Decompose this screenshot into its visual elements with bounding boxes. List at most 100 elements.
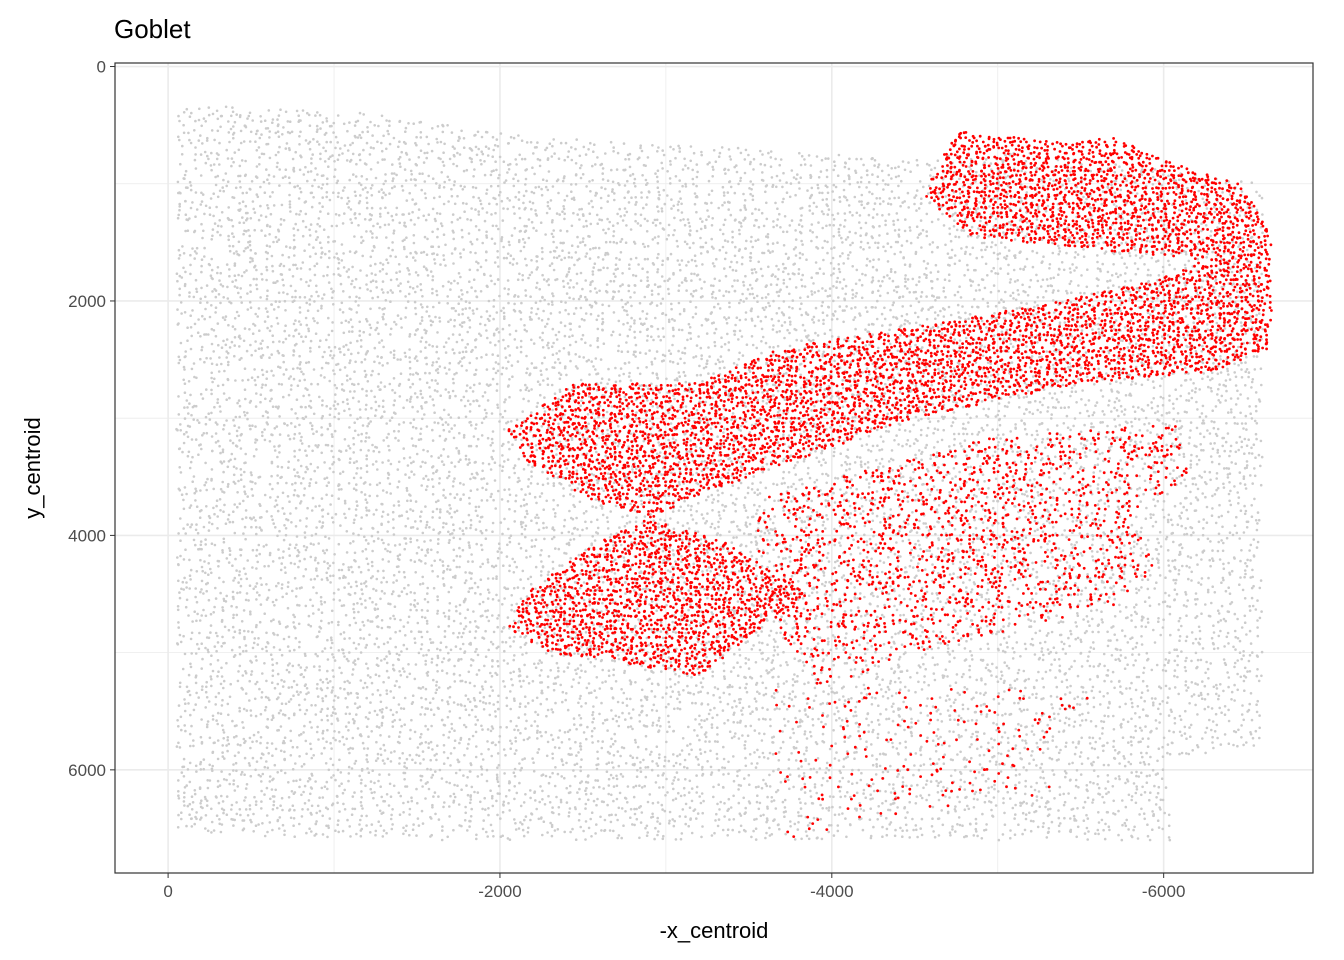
- other-cell-point: [189, 264, 192, 267]
- other-cell-point: [179, 192, 182, 195]
- other-cell-point: [1145, 218, 1148, 221]
- other-cell-point: [425, 363, 428, 366]
- other-cell-point: [432, 275, 435, 278]
- other-cell-point: [497, 363, 500, 366]
- other-cell-point: [620, 251, 623, 254]
- other-cell-point: [343, 186, 346, 189]
- other-cell-point: [789, 196, 792, 199]
- other-cell-point: [193, 129, 196, 132]
- other-cell-point: [292, 275, 295, 278]
- other-cell-point: [1141, 174, 1144, 177]
- other-cell-point: [897, 185, 900, 188]
- other-cell-point: [387, 133, 390, 136]
- other-cell-point: [749, 284, 752, 287]
- other-cell-point: [683, 310, 686, 313]
- other-cell-point: [727, 191, 730, 194]
- other-cell-point: [550, 312, 553, 315]
- other-cell-point: [981, 256, 984, 259]
- other-cell-point: [1130, 279, 1133, 282]
- other-cell-point: [661, 312, 664, 315]
- other-cell-point: [1135, 273, 1138, 276]
- other-cell-point: [752, 195, 755, 198]
- other-cell-point: [836, 280, 839, 283]
- other-cell-point: [473, 278, 476, 281]
- other-cell-point: [539, 300, 542, 303]
- other-cell-point: [944, 244, 947, 247]
- other-cell-point: [371, 297, 374, 300]
- other-cell-point: [306, 180, 309, 183]
- other-cell-point: [346, 130, 349, 133]
- other-cell-point: [271, 121, 274, 124]
- other-cell-point: [308, 285, 311, 288]
- other-cell-point: [1213, 206, 1216, 209]
- other-cell-point: [733, 166, 736, 169]
- other-cell-point: [1045, 350, 1048, 353]
- other-cell-point: [224, 318, 227, 321]
- other-cell-point: [563, 199, 566, 202]
- other-cell-point: [1050, 277, 1053, 280]
- other-cell-point: [894, 271, 897, 274]
- other-cell-point: [238, 315, 241, 318]
- other-cell-point: [453, 154, 456, 157]
- other-cell-point: [701, 324, 704, 327]
- other-cell-point: [217, 266, 220, 269]
- other-cell-point: [289, 210, 292, 213]
- other-cell-point: [1083, 255, 1086, 258]
- other-cell-point: [757, 238, 760, 241]
- other-cell-point: [904, 230, 907, 233]
- other-cell-point: [348, 268, 351, 271]
- other-cell-point: [370, 214, 373, 217]
- other-cell-point: [669, 163, 672, 166]
- other-cell-point: [567, 150, 570, 153]
- other-cell-point: [864, 274, 867, 277]
- other-cell-point: [603, 342, 606, 345]
- other-cell-point: [178, 288, 181, 291]
- other-cell-point: [1219, 358, 1222, 361]
- other-cell-point: [1009, 294, 1012, 297]
- other-cell-point: [382, 291, 385, 294]
- other-cell-point: [408, 158, 411, 161]
- other-cell-point: [925, 230, 928, 233]
- other-cell-point: [365, 163, 368, 166]
- other-cell-point: [1145, 230, 1148, 233]
- other-cell-point: [875, 197, 878, 200]
- other-cell-point: [752, 183, 755, 186]
- other-cell-point: [554, 361, 557, 364]
- other-cell-point: [498, 331, 501, 334]
- other-cell-point: [242, 233, 245, 236]
- other-cell-point: [373, 361, 376, 364]
- other-cell-point: [486, 236, 489, 239]
- other-cell-point: [271, 255, 274, 258]
- other-cell-point: [818, 319, 821, 322]
- other-cell-point: [821, 305, 824, 308]
- other-cell-point: [232, 225, 235, 228]
- other-cell-point: [724, 219, 727, 222]
- other-cell-point: [982, 279, 985, 282]
- other-cell-point: [245, 230, 248, 233]
- other-cell-point: [266, 269, 269, 272]
- other-cell-point: [448, 337, 451, 340]
- other-cell-point: [474, 134, 477, 137]
- other-cell-point: [794, 194, 797, 197]
- other-cell-point: [841, 241, 844, 244]
- other-cell-point: [1067, 237, 1070, 240]
- other-cell-point: [436, 236, 439, 239]
- other-cell-point: [496, 203, 499, 206]
- other-cell-point: [1088, 235, 1091, 238]
- other-cell-point: [472, 186, 475, 189]
- other-cell-point: [843, 189, 846, 192]
- other-cell-point: [270, 213, 273, 216]
- other-cell-point: [798, 181, 801, 184]
- other-cell-point: [860, 204, 863, 207]
- other-cell-point: [895, 176, 898, 179]
- other-cell-point: [941, 332, 944, 335]
- other-cell-point: [904, 263, 907, 266]
- other-cell-point: [770, 165, 773, 168]
- other-cell-point: [1135, 254, 1138, 257]
- other-cell-point: [305, 281, 308, 284]
- other-cell-point: [656, 176, 659, 179]
- other-cell-point: [277, 322, 280, 325]
- other-cell-point: [1040, 356, 1043, 359]
- other-cell-point: [520, 351, 523, 354]
- other-cell-point: [465, 203, 468, 206]
